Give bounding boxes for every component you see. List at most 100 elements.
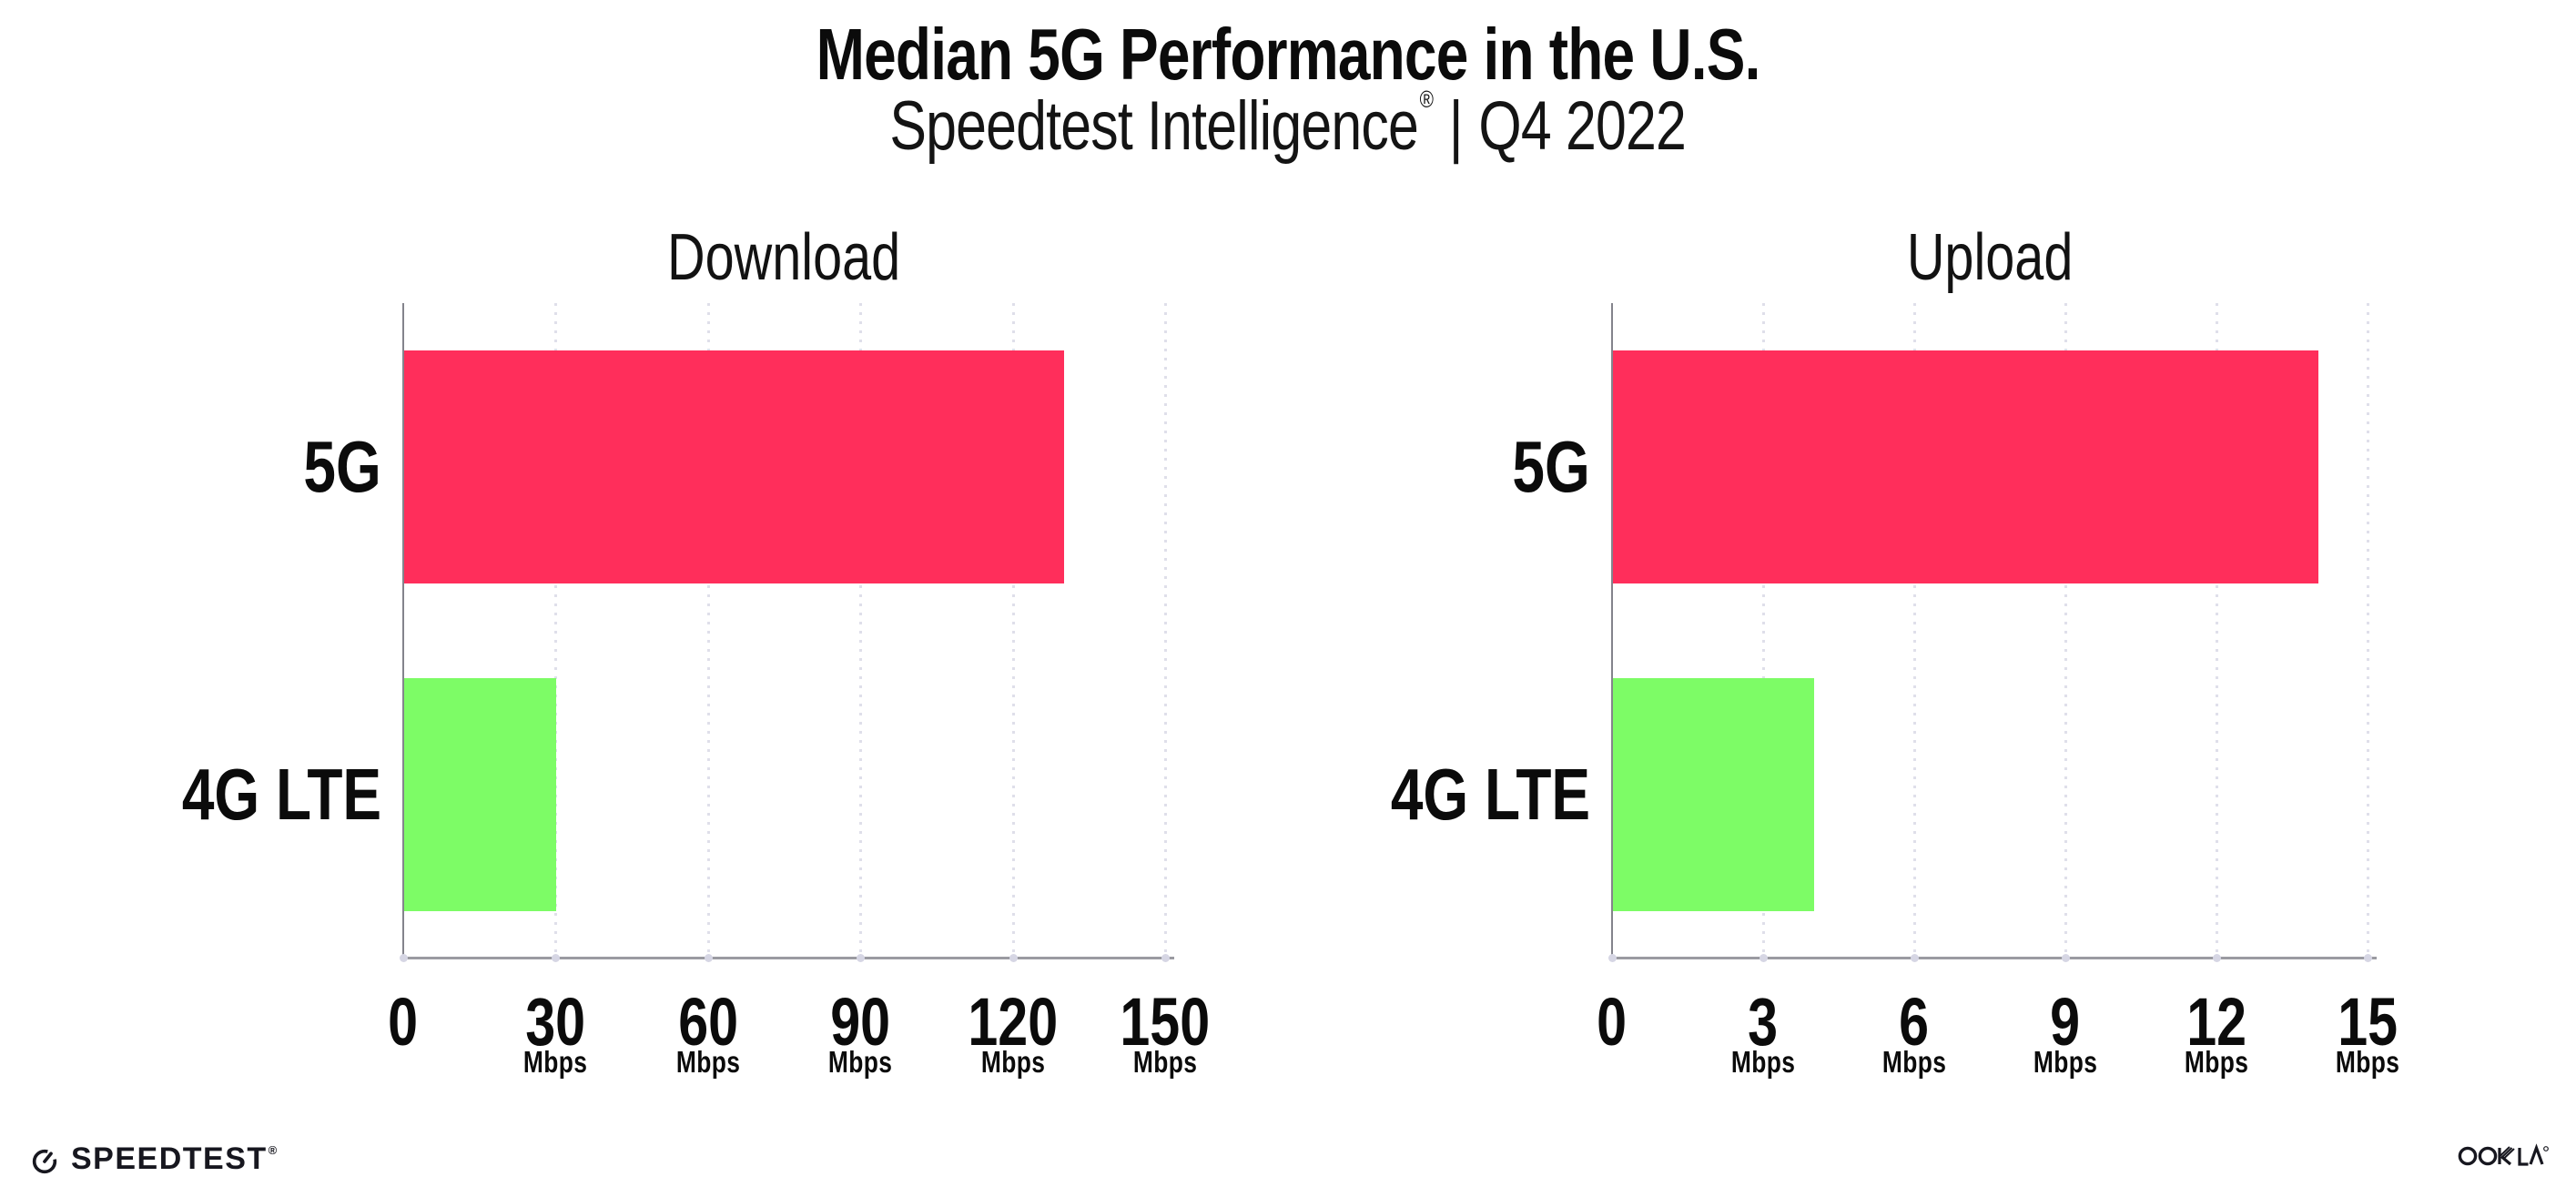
speedtest-registered-mark: ® <box>268 1143 279 1157</box>
x-tick-unit-90: Mbps <box>778 1045 942 1080</box>
subtitle-brand: Speedtest Intelligence <box>889 87 1419 165</box>
x-axis-tick-dot-150 <box>1161 954 1170 962</box>
x-axis-tick-dot-90 <box>857 954 866 962</box>
chart-title-upload: Upload <box>1612 220 2368 295</box>
gridline-120 <box>1011 303 1015 959</box>
category-label-text: 5G <box>1512 426 1590 507</box>
subtitle-text: Speedtest Intelligence® | Q4 2022 <box>890 86 1687 166</box>
gridline-9 <box>2064 303 2067 959</box>
x-tick-unit-text: Mbps <box>827 1045 893 1079</box>
x-tick-unit-text: Mbps <box>2335 1045 2400 1079</box>
x-tick-value: 60 <box>677 984 738 1060</box>
subtitle-period: Q4 2022 <box>1478 87 1687 165</box>
speedtest-logo: SPEEDTEST® <box>30 1141 279 1177</box>
x-axis-tick-dot-0 <box>1608 954 1617 962</box>
x-tick-value: 0 <box>1597 984 1628 1060</box>
plot-area-upload <box>1608 303 2377 962</box>
plot-area-download <box>400 303 1174 962</box>
x-tick-value: 0 <box>388 984 419 1060</box>
gridline-3 <box>1762 303 1765 959</box>
x-tick-unit-120: Mbps <box>931 1045 1095 1080</box>
x-tick-value: 9 <box>2050 984 2081 1060</box>
gridline-150 <box>1164 303 1167 959</box>
x-axis-tick-dot-12 <box>2213 954 2221 962</box>
category-label-5g: 5G <box>0 420 381 514</box>
speedtest-logo-label: SPEEDTEST® <box>71 1141 279 1177</box>
x-tick-label-3: 3 <box>1681 983 1845 1060</box>
x-tick-unit-text: Mbps <box>1730 1045 1796 1079</box>
bar-5g <box>404 350 1065 583</box>
gridline-60 <box>706 303 710 959</box>
x-axis-tick-dot-6 <box>1911 954 1919 962</box>
subtitle-separator: | <box>1449 87 1464 165</box>
x-tick-unit-3: Mbps <box>1681 1045 1845 1080</box>
page-title: Median 5G Performance in the U.S. <box>0 13 2576 96</box>
x-tick-value: 6 <box>1899 984 1930 1060</box>
x-tick-unit-30: Mbps <box>473 1045 637 1080</box>
bar-5g <box>1613 350 2318 583</box>
x-tick-label-0: 0 <box>1530 983 1694 1060</box>
chart-title-text: Upload <box>1906 221 2074 294</box>
x-tick-unit-6: Mbps <box>1832 1045 1996 1080</box>
x-tick-label-15: 15 <box>2286 983 2449 1060</box>
bar-4g-lte <box>404 678 557 911</box>
x-tick-value: 15 <box>2338 984 2398 1060</box>
page-subtitle: Speedtest Intelligence® | Q4 2022 <box>0 86 2576 166</box>
speedtest-logo-text: SPEEDTEST <box>71 1141 268 1176</box>
x-tick-value: 30 <box>525 984 586 1060</box>
x-tick-value: 150 <box>1120 984 1211 1060</box>
x-tick-unit-15: Mbps <box>2286 1045 2449 1080</box>
x-tick-unit-12: Mbps <box>2135 1045 2298 1080</box>
x-tick-value: 3 <box>1748 984 1779 1060</box>
category-label-text: 4G LTE <box>181 754 381 835</box>
gridline-90 <box>859 303 863 959</box>
y-axis-line <box>402 303 404 959</box>
x-tick-label-12: 12 <box>2135 983 2298 1060</box>
y-axis-line <box>1611 303 1613 959</box>
x-tick-unit-text: Mbps <box>2033 1045 2098 1079</box>
bar-4g-lte <box>1613 678 1815 911</box>
x-tick-unit-text: Mbps <box>1132 1045 1198 1079</box>
x-tick-label-90: 90 <box>778 983 942 1060</box>
x-axis-line <box>401 957 1174 959</box>
category-label-text: 4G LTE <box>1390 754 1590 835</box>
category-label-5g: 5G <box>1199 420 1590 514</box>
x-axis-tick-dot-60 <box>704 954 713 962</box>
ookla-logo <box>2458 1143 2549 1167</box>
gridline-15 <box>2367 303 2369 959</box>
x-tick-unit-text: Mbps <box>523 1045 588 1079</box>
category-label-4g-lte: 4G LTE <box>0 747 381 842</box>
category-label-text: 5G <box>303 426 381 507</box>
chart-title-text: Download <box>667 221 901 294</box>
page-title-text: Median 5G Performance in the U.S. <box>816 14 1761 95</box>
x-tick-unit-60: Mbps <box>626 1045 790 1080</box>
x-axis-tick-dot-30 <box>552 954 561 962</box>
x-tick-unit-text: Mbps <box>980 1045 1045 1079</box>
x-tick-unit-text: Mbps <box>1881 1045 1947 1079</box>
x-tick-label-60: 60 <box>626 983 790 1060</box>
registered-mark: ® <box>1419 86 1434 113</box>
x-tick-unit-text: Mbps <box>2184 1045 2249 1079</box>
x-axis-tick-dot-15 <box>2364 954 2372 962</box>
gridline-6 <box>1913 303 1916 959</box>
x-tick-unit-text: Mbps <box>675 1045 741 1079</box>
x-axis-tick-dot-3 <box>1760 954 1768 962</box>
gridline-12 <box>2216 303 2218 959</box>
x-axis-tick-dot-0 <box>400 954 408 962</box>
chart-title-download: Download <box>403 220 1165 295</box>
category-label-4g-lte: 4G LTE <box>1199 747 1590 842</box>
x-tick-label-9: 9 <box>1983 983 2147 1060</box>
ookla-wordmark-icon <box>2458 1143 2549 1166</box>
x-tick-unit-9: Mbps <box>1983 1045 2147 1080</box>
x-tick-value: 120 <box>968 984 1058 1060</box>
x-tick-value: 90 <box>830 984 891 1060</box>
gauge-icon <box>32 1149 57 1173</box>
x-tick-label-30: 30 <box>473 983 637 1060</box>
x-tick-value: 12 <box>2186 984 2246 1060</box>
x-tick-label-120: 120 <box>931 983 1095 1060</box>
x-axis-line <box>1610 957 2377 959</box>
x-tick-label-150: 150 <box>1083 983 1247 1060</box>
x-tick-label-0: 0 <box>321 983 485 1060</box>
x-axis-tick-dot-120 <box>1009 954 1018 962</box>
